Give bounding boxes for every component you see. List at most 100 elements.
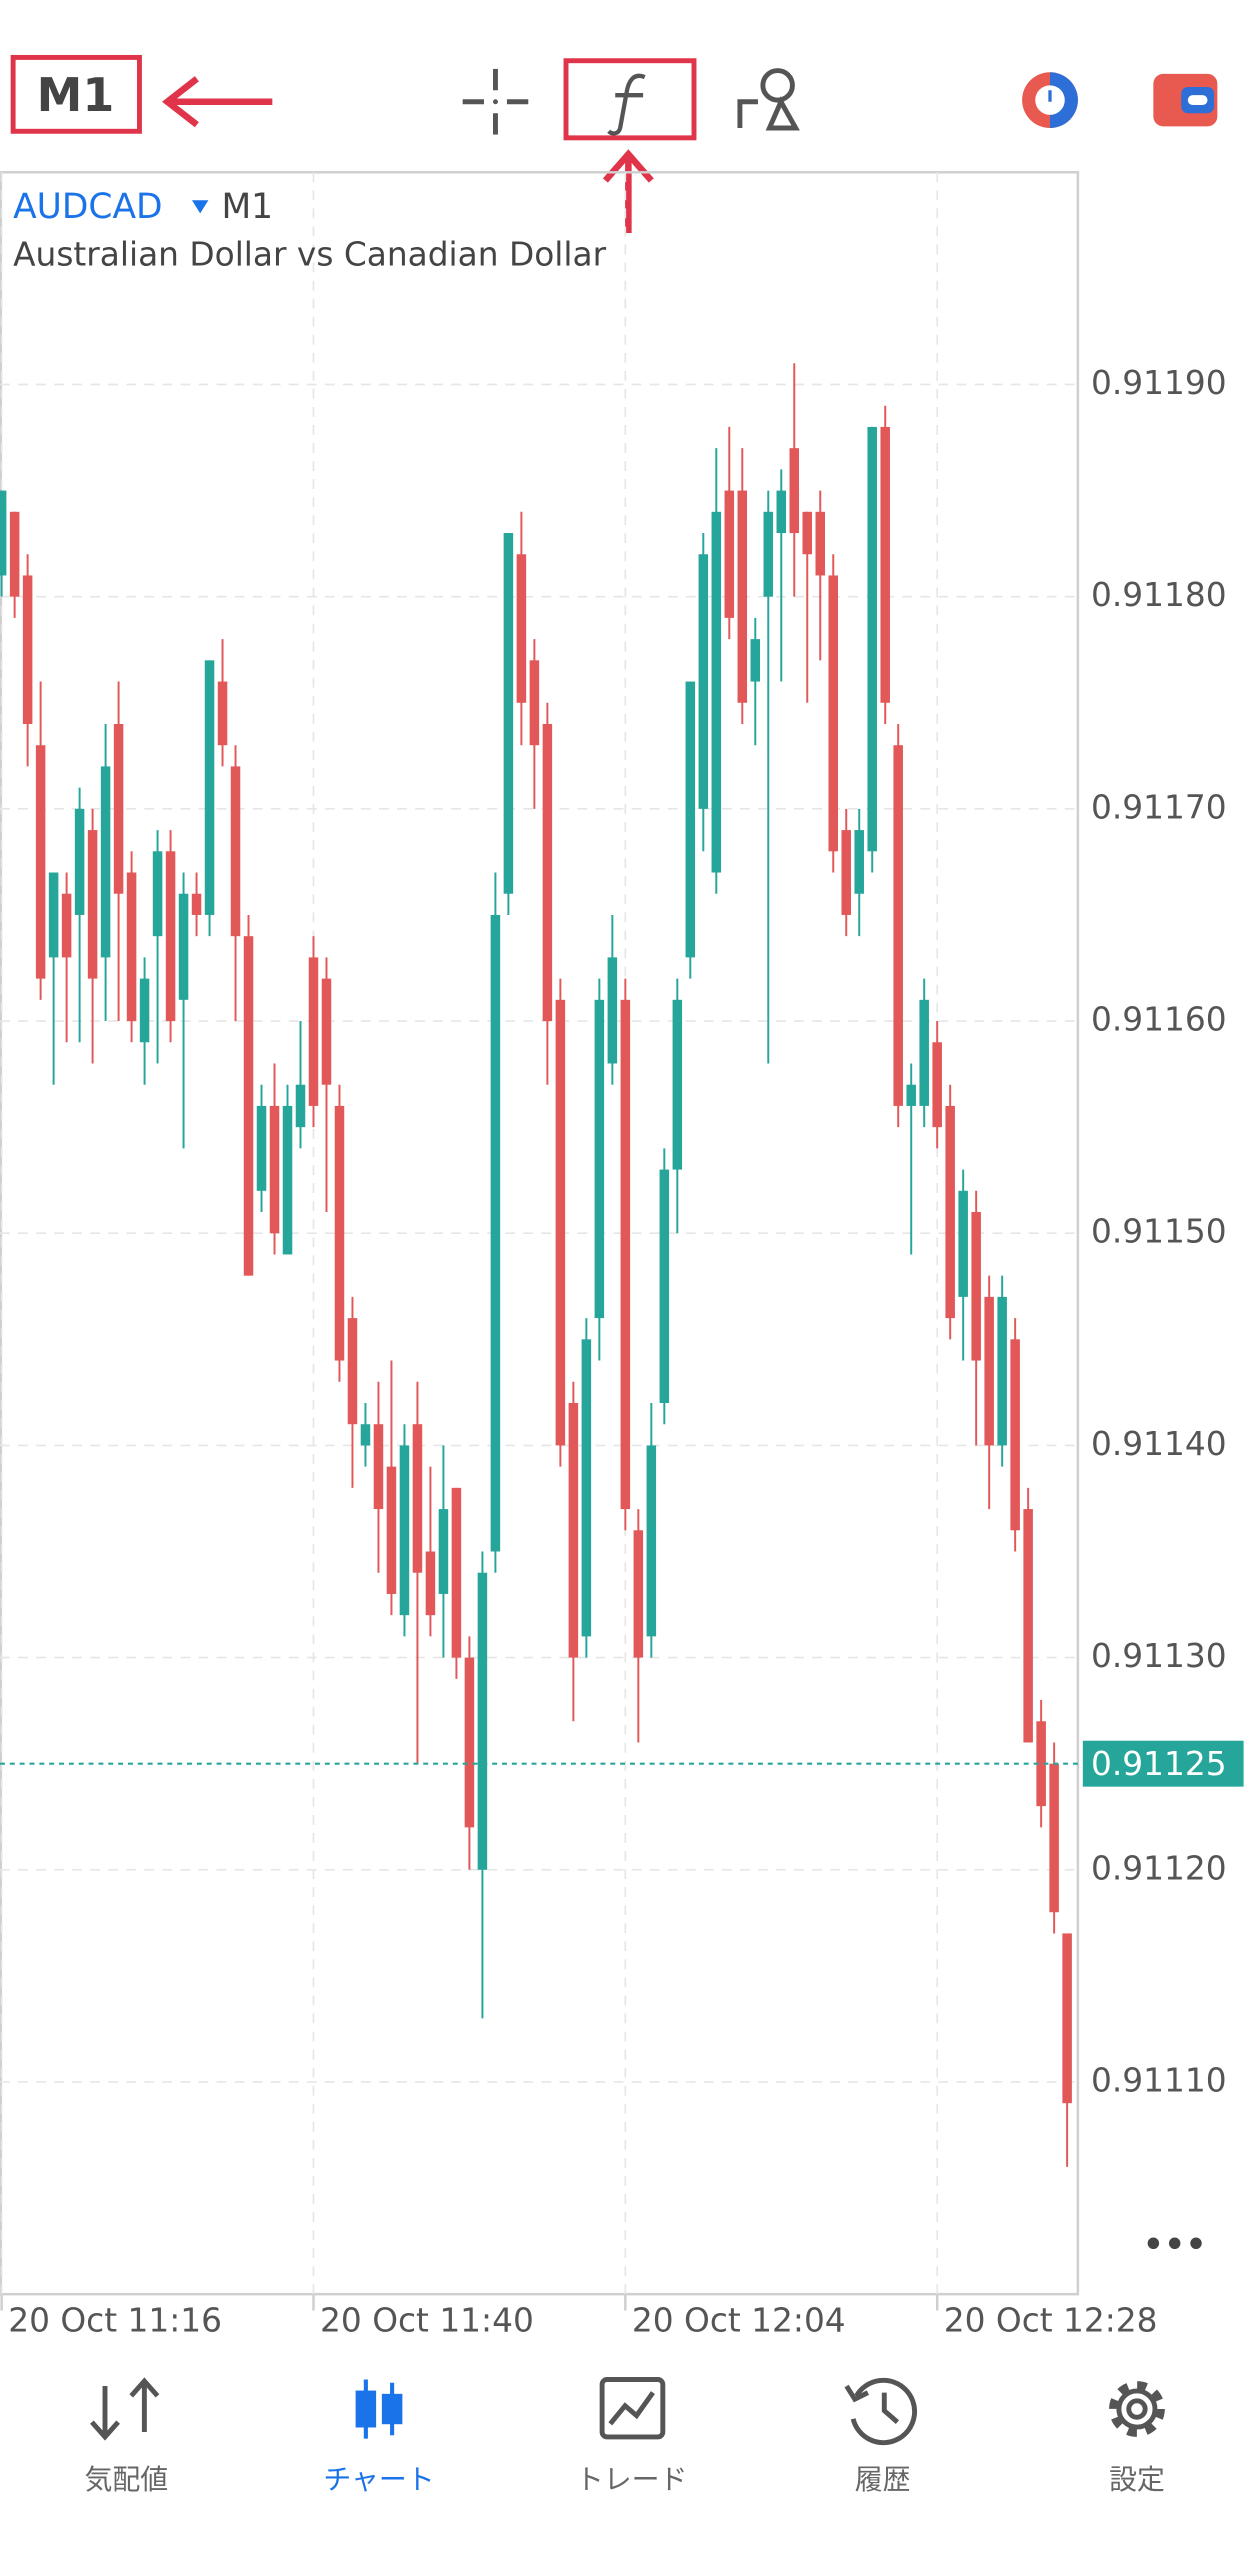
axes: 0.91110 0.91120 0.91130 0.91140 0.91150 0.911… xyxy=(0,364,1244,2340)
candles xyxy=(0,363,1072,2167)
candle-body xyxy=(386,1466,397,1594)
y-tick-label: 0.91110 xyxy=(1091,2061,1227,2099)
red-arrow-left xyxy=(161,76,273,128)
candle-body xyxy=(503,533,514,894)
candle-body xyxy=(425,1551,436,1616)
candle-body xyxy=(633,1530,644,1658)
candle-body xyxy=(477,1572,488,1870)
nav-label: 設定 xyxy=(1109,2463,1165,2496)
candle-body xyxy=(438,1509,449,1594)
candle-body xyxy=(321,978,332,1085)
candle-body xyxy=(100,766,111,958)
candle-body xyxy=(867,426,877,852)
candle-body xyxy=(347,1318,358,1425)
candle-body xyxy=(126,872,137,1022)
candle-body xyxy=(204,660,215,915)
y-tick-label: 0.91160 xyxy=(1091,1001,1227,1039)
candle-body xyxy=(269,1105,280,1234)
candle-body xyxy=(919,999,929,1106)
trade-signal-icon[interactable] xyxy=(1022,72,1078,128)
timeframe-button[interactable]: M1 xyxy=(10,54,142,134)
candle-body xyxy=(659,1169,670,1403)
candle-body xyxy=(178,893,189,1000)
candle-body xyxy=(191,893,202,915)
candle-body xyxy=(906,1084,916,1106)
candle-body xyxy=(802,511,813,555)
candle-body xyxy=(932,1042,942,1128)
candle-body xyxy=(711,511,722,873)
candle-body xyxy=(841,830,851,915)
candle-body xyxy=(594,999,605,1319)
indicators-button[interactable] xyxy=(563,58,697,141)
candle-body xyxy=(35,745,46,979)
candle-body xyxy=(308,957,319,1106)
candle-body xyxy=(581,1339,592,1637)
candle-body xyxy=(776,490,787,534)
candle-body xyxy=(412,1424,423,1573)
nav-label: 気配値 xyxy=(85,2463,169,2496)
candle-body xyxy=(295,1084,306,1128)
candle-body xyxy=(854,830,864,894)
candle-body xyxy=(464,1657,475,1828)
candle-body xyxy=(828,575,838,852)
candle-body xyxy=(984,1296,994,1446)
candle-body xyxy=(230,766,241,937)
symbol-description: Australian Dollar vs Canadian Dollar xyxy=(13,235,606,273)
objects-button[interactable] xyxy=(737,68,800,131)
candle-body xyxy=(373,1424,384,1510)
y-tick-label: 0.91170 xyxy=(1091,788,1227,826)
candle-body xyxy=(568,1402,579,1658)
last-price-tag xyxy=(1082,1740,1244,1787)
y-tick-label: 0.91180 xyxy=(1091,576,1227,614)
candle-body xyxy=(139,978,150,1043)
candle-body xyxy=(893,745,903,1106)
candle-body xyxy=(685,681,696,958)
candle-body xyxy=(243,936,254,1276)
y-tick-label: 0.91130 xyxy=(1091,1637,1227,1675)
candle-body xyxy=(958,1190,968,1297)
nav-trade[interactable]: トレード xyxy=(576,2377,687,2496)
candle-body xyxy=(152,851,163,937)
candle-body xyxy=(724,490,735,618)
candle-body xyxy=(1049,1763,1059,1913)
x-tick-label: 20 Oct 12:04 xyxy=(632,2302,846,2340)
nav-label: チャート xyxy=(323,2463,434,2496)
x-tick-label: 20 Oct 11:40 xyxy=(320,2302,534,2340)
more-button[interactable] xyxy=(1147,2237,1202,2250)
candle-body xyxy=(490,914,501,1552)
nav-quotes[interactable]: 気配値 xyxy=(85,2377,169,2496)
candle-body xyxy=(1036,1721,1046,1807)
y-tick-label: 0.91140 xyxy=(1091,1425,1227,1463)
candle-body xyxy=(334,1105,345,1361)
candle-body xyxy=(9,511,20,597)
candle-body xyxy=(880,426,890,703)
candle-body xyxy=(607,957,618,1064)
candle-body xyxy=(646,1445,657,1637)
candle-body xyxy=(672,999,683,1170)
nav-settings[interactable]: 設定 xyxy=(1109,2381,1165,2496)
candle-body xyxy=(1062,1933,1072,2104)
highlight-box xyxy=(563,58,697,141)
nav-chart[interactable]: チャート xyxy=(323,2379,435,2496)
candle-body xyxy=(789,448,800,534)
candle-body xyxy=(48,872,59,958)
candle-body xyxy=(61,893,72,958)
timeframe-label: M1 xyxy=(37,68,115,122)
candle-body xyxy=(74,808,85,915)
candle-body xyxy=(87,830,98,979)
candle-body xyxy=(516,554,527,703)
nav-history[interactable]: 履歴 xyxy=(844,2377,917,2496)
crosshair-button[interactable] xyxy=(462,68,529,135)
candle-body xyxy=(945,1105,955,1319)
symbol-dropdown-icon[interactable] xyxy=(191,200,209,214)
nav-label: トレード xyxy=(576,2463,687,2496)
candle-body xyxy=(360,1424,371,1446)
candle-body xyxy=(165,851,176,1022)
y-tick-label: 0.91150 xyxy=(1091,1213,1227,1251)
candle-body xyxy=(256,1105,267,1191)
symbol[interactable]: AUDCAD xyxy=(13,187,162,227)
one-click-trading-icon[interactable] xyxy=(1153,73,1218,127)
candle-body xyxy=(282,1105,293,1255)
